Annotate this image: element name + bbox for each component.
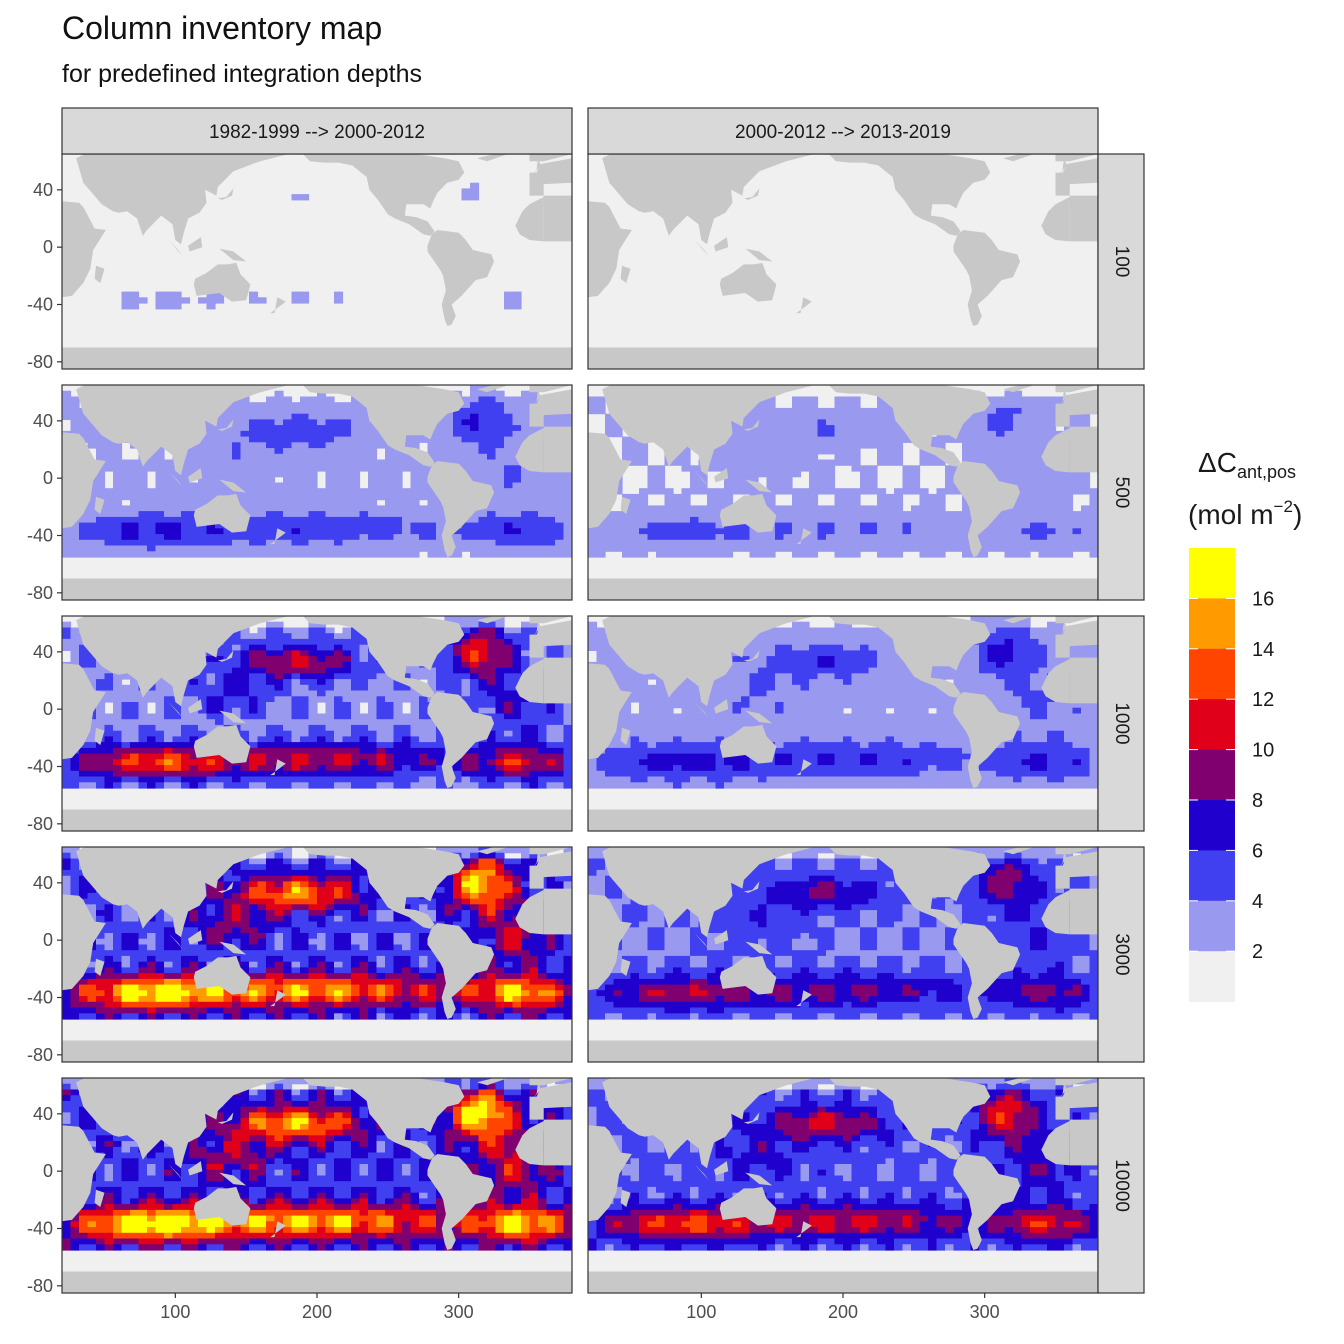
facet-strip-column-1 xyxy=(61,107,573,155)
y-tick-label: 40 xyxy=(33,411,53,431)
chart-subtitle: for predefined integration depths xyxy=(62,60,422,88)
map-panel-1000-2 xyxy=(587,615,1099,832)
legend-tick-label: 2 xyxy=(1252,941,1263,963)
facet-strip-row-10000 xyxy=(1097,1077,1145,1294)
legend: ΔCant,pos (mol m−2) 16 14 12 10 8 6 4 2 xyxy=(1188,447,1302,1003)
chart-title: Column inventory map xyxy=(62,10,383,46)
map-panel-100-2 xyxy=(587,153,1099,370)
map-panel-3000-2 xyxy=(587,846,1099,1063)
y-tick-label: -40 xyxy=(27,1219,53,1239)
facet-strip-label-row-10000: 10000 xyxy=(1111,1159,1132,1212)
legend-tick-label: 10 xyxy=(1252,740,1274,762)
y-tick-label: -40 xyxy=(27,988,53,1008)
legend-swatch xyxy=(1189,749,1235,801)
facet-strip-label-row-500: 500 xyxy=(1111,477,1132,509)
panel-border xyxy=(61,846,573,1063)
legend-swatch xyxy=(1189,900,1235,952)
legend-swatch xyxy=(1189,648,1235,700)
legend-swatch xyxy=(1189,800,1235,851)
y-tick-label: -40 xyxy=(27,757,53,777)
x-tick-label: 200 xyxy=(302,1302,332,1322)
y-tick-label: -40 xyxy=(27,526,53,546)
y-tick-label: 0 xyxy=(43,1161,53,1181)
y-tick-label: 0 xyxy=(43,930,53,950)
legend-unit: (mol m−2) xyxy=(1188,497,1302,530)
legend-tick-label: 16 xyxy=(1252,588,1274,610)
facet-strip-row-1000 xyxy=(1097,615,1145,832)
y-tick-label: -80 xyxy=(27,814,53,834)
y-tick-label: 40 xyxy=(33,180,53,200)
legend-swatch xyxy=(1189,699,1235,751)
legend-title: ΔCant,pos xyxy=(1198,447,1296,482)
y-tick-label: 40 xyxy=(33,642,53,662)
y-tick-label: -80 xyxy=(27,352,53,372)
y-tick-label: 0 xyxy=(43,699,53,719)
y-tick-label: -80 xyxy=(27,1276,53,1296)
y-tick-label: 0 xyxy=(43,468,53,488)
y-tick-label: -80 xyxy=(27,583,53,603)
legend-swatch xyxy=(1189,548,1235,599)
facet-strip-row-3000 xyxy=(1097,846,1145,1063)
facet-strip-row-500 xyxy=(1097,384,1145,601)
map-panel-1000-1 xyxy=(61,615,573,832)
map-panel-10000-1 xyxy=(61,1077,573,1294)
legend-swatch xyxy=(1189,598,1235,650)
panel-border xyxy=(61,384,573,601)
legend-swatch xyxy=(1189,951,1235,1003)
y-tick-label: -80 xyxy=(27,1045,53,1065)
y-tick-label: 0 xyxy=(43,237,53,257)
legend-swatch xyxy=(1189,850,1235,902)
map-panel-10000-2 xyxy=(587,1077,1099,1294)
facet-strip-label-column-2: 2000-2012 --> 2013-2019 xyxy=(735,122,951,143)
x-tick-label: 300 xyxy=(970,1302,1000,1322)
map-panel-100-1 xyxy=(61,153,573,370)
panel-border xyxy=(61,615,573,832)
x-tick-label: 300 xyxy=(444,1302,474,1322)
legend-tick-label: 6 xyxy=(1252,840,1263,862)
facet-strip-label-row-1000: 1000 xyxy=(1111,702,1132,744)
legend-tick-label: 14 xyxy=(1252,639,1274,661)
facet-strip-column-2 xyxy=(587,107,1099,155)
x-tick-label: 100 xyxy=(160,1302,190,1322)
map-panel-500-1 xyxy=(61,384,573,601)
legend-tick-label: 8 xyxy=(1252,790,1263,812)
map-panel-500-2 xyxy=(587,384,1099,601)
facet-strip-label-row-3000: 3000 xyxy=(1111,933,1132,975)
y-tick-label: 40 xyxy=(33,873,53,893)
map-panel-3000-1 xyxy=(61,846,573,1063)
facet-strip-label-row-100: 100 xyxy=(1111,246,1132,278)
x-tick-label: 200 xyxy=(828,1302,858,1322)
legend-tick-label: 12 xyxy=(1252,689,1274,711)
y-tick-label: -40 xyxy=(27,295,53,315)
legend-tick-label: 4 xyxy=(1252,891,1263,913)
x-tick-label: 100 xyxy=(686,1302,716,1322)
facet-strip-label-column-1: 1982-1999 --> 2000-2012 xyxy=(209,122,425,143)
facet-strip-row-100 xyxy=(1097,153,1145,370)
y-tick-label: 40 xyxy=(33,1104,53,1124)
